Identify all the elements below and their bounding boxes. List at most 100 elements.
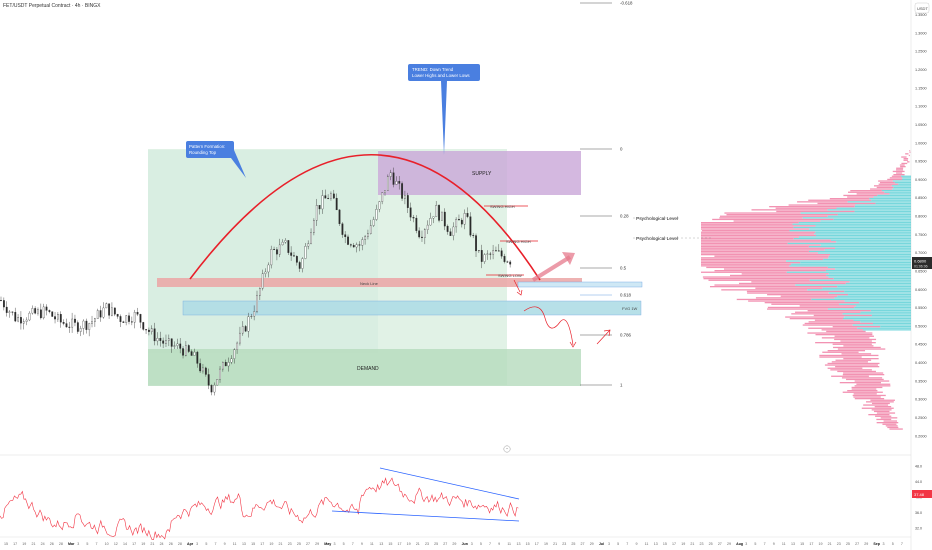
candle-body: [219, 368, 221, 380]
volume-bar-buy: [859, 302, 911, 304]
candle-body: [421, 236, 423, 238]
volume-bar-sell: [701, 239, 831, 241]
time-tick-label: 26: [169, 542, 173, 546]
time-tick-label: 5: [205, 542, 207, 546]
currency-badge[interactable]: [914, 2, 930, 14]
fib-retracement[interactable]: -0.618 0 0.28 0.5 0.618 0.786 1: [580, 1, 633, 388]
volume-bar-sell: [846, 378, 884, 381]
volume-bar-sell: [874, 406, 892, 408]
candle-body: [426, 224, 429, 230]
projection-arrows[interactable]: [513, 252, 611, 348]
volume-bar-sell: [842, 374, 885, 376]
candle-body: [486, 253, 489, 255]
time-tick-label: 23: [700, 542, 704, 546]
volume-bar-buy: [787, 242, 911, 245]
price-axis[interactable]: USDT 0.6800 01:06:06: [912, 2, 932, 269]
volume-bar-sell: [702, 276, 829, 278]
volume-bar-sell: [878, 180, 893, 182]
rounding-top-arc[interactable]: [189, 154, 541, 281]
volume-bar-sell: [780, 295, 838, 297]
volume-bar-sell: [854, 385, 891, 387]
volume-bar-sell: [701, 223, 793, 225]
time-tick-label: 25: [297, 542, 301, 546]
price-tick-label: 0.8000: [915, 215, 927, 219]
time-tick-label: 27: [443, 542, 447, 546]
supply-label: SUPPLY: [472, 171, 492, 177]
candle-body: [14, 312, 17, 322]
pattern-callout[interactable]: Pattern Formation: Rounding Top: [186, 141, 246, 178]
time-tick-label: 21: [553, 542, 557, 546]
candle-body: [204, 367, 207, 375]
candle-body: [332, 193, 335, 199]
time-tick-label: 7: [489, 542, 491, 546]
indicator-tick-label: 36.0: [915, 511, 922, 515]
volume-bar-sell: [832, 326, 881, 328]
volume-bar-sell: [841, 353, 872, 355]
volume-bar-sell: [885, 425, 898, 427]
time-tick-label: 7: [96, 542, 98, 546]
time-tick-label: 12: [114, 542, 118, 546]
candle-body: [136, 311, 139, 315]
indicator-lower-trendline[interactable]: [331, 510, 520, 522]
volume-bar-sell: [701, 271, 787, 273]
time-tick-label: 26: [50, 542, 54, 546]
time-tick-label: 17: [535, 542, 539, 546]
price-tick-label: 0.2000: [915, 434, 927, 438]
time-tick-label: 5: [86, 542, 88, 546]
candle-body: [45, 306, 48, 311]
volume-bar-buy: [837, 295, 911, 297]
fvg-label: FVG 1W: [622, 306, 638, 311]
candle-body: [395, 181, 398, 185]
volume-bar-sell: [795, 311, 861, 313]
volume-bar-buy: [852, 324, 911, 326]
candle-body: [5, 306, 8, 313]
volume-bar-buy: [798, 236, 911, 238]
volume-bar-sell: [701, 254, 831, 256]
time-tick-label: 24: [41, 542, 45, 546]
currency-badge-label: USDT: [917, 6, 928, 11]
volume-bar-buy: [823, 258, 911, 261]
time-tick-label: 23: [425, 542, 429, 546]
volume-bar-sell: [821, 337, 870, 339]
indicator-upper-trendline[interactable]: [379, 467, 520, 500]
volume-bar-sell: [907, 161, 910, 163]
trend-callout[interactable]: TREND: Down Trend Lower Highs and Lower …: [408, 64, 480, 155]
candle-body: [236, 342, 239, 350]
candle-body: [31, 308, 34, 314]
projection-up-arrow-shaft: [531, 255, 572, 282]
volume-bar-buy: [860, 311, 911, 313]
candle-body: [401, 183, 404, 199]
volume-bar-sell: [807, 310, 871, 312]
volume-bar-sell: [835, 366, 880, 368]
volume-bar-sell: [701, 252, 818, 254]
volume-bar-sell: [850, 190, 882, 192]
time-tick-label: 21: [150, 542, 154, 546]
candle-body: [478, 250, 480, 252]
time-tick-label: 19: [818, 542, 822, 546]
time-tick-label: 15: [388, 542, 392, 546]
volume-bar-sell: [714, 255, 829, 257]
time-tick-label: 27: [581, 542, 585, 546]
pane-collapse-icon: ⌃: [505, 447, 508, 452]
price-tick-label: 0.9000: [915, 178, 927, 182]
candle-body: [111, 307, 113, 316]
time-tick-label: 21: [828, 542, 832, 546]
candle-body: [347, 236, 349, 245]
volume-bar-buy: [849, 281, 911, 283]
time-tick-label: Jun: [462, 542, 468, 546]
volume-bar-sell: [833, 346, 881, 349]
volume-bar-sell: [815, 342, 876, 344]
psych-label-1: Psychological Level: [636, 216, 678, 222]
candle-body: [17, 317, 20, 322]
candle-body: [108, 303, 111, 316]
candle-body: [324, 195, 327, 199]
volume-bar-sell: [854, 380, 890, 382]
volume-bar-sell: [802, 324, 853, 326]
time-tick-label: 17: [132, 542, 136, 546]
volume-bar-buy: [827, 209, 911, 211]
volume-bar-buy: [820, 220, 911, 222]
pane-collapse-toggle[interactable]: [503, 445, 511, 453]
volume-bar-sell: [843, 372, 884, 374]
volume-bar-sell: [853, 396, 881, 398]
